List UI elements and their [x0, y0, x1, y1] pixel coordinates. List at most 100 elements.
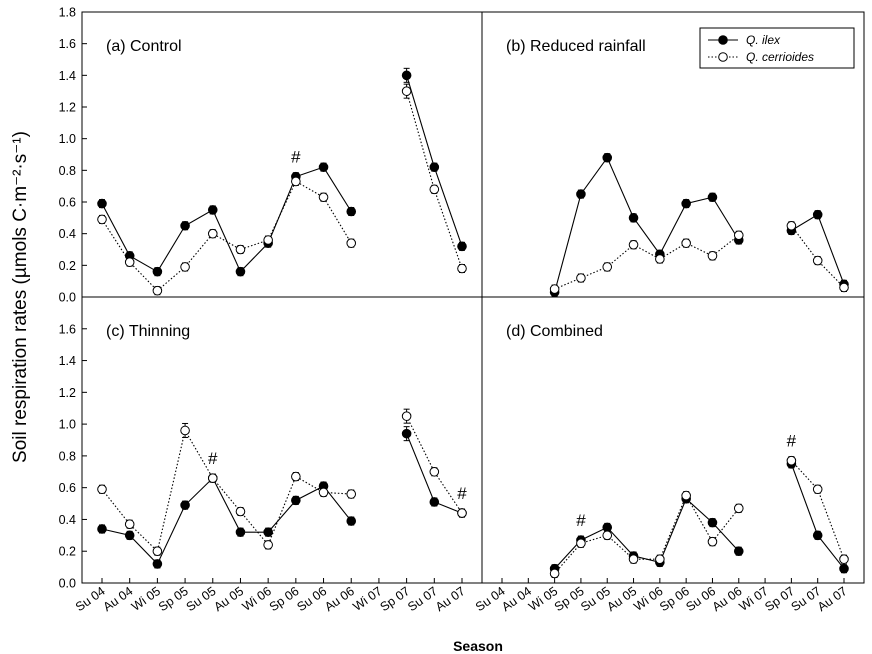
point-cerrioides — [787, 456, 796, 465]
x-tick-label: Sp 06 — [657, 584, 692, 614]
point-cerrioides — [550, 285, 559, 294]
x-tick-label: Au 06 — [322, 584, 357, 614]
y-tick-label: 1.8 — [59, 6, 76, 20]
x-tick-label: Su 04 — [73, 584, 108, 614]
point-cerrioides — [577, 274, 586, 283]
point-cerrioides — [402, 87, 411, 96]
point-cerrioides — [347, 239, 356, 248]
y-tick-label: 0.0 — [59, 577, 76, 591]
series-line-ilex — [102, 167, 351, 271]
x-tick-label: Au 05 — [604, 584, 639, 614]
point-cerrioides — [181, 263, 190, 272]
y-tick-label: 0.4 — [59, 513, 76, 527]
point-cerrioides — [125, 258, 134, 267]
point-cerrioides — [153, 286, 162, 295]
point-cerrioides — [458, 264, 467, 273]
y-tick-label: 1.2 — [59, 386, 76, 400]
x-tick-label: Au 07 — [433, 584, 468, 614]
point-ilex — [153, 560, 162, 569]
panel-label: (d) Combined — [506, 323, 603, 340]
point-cerrioides — [840, 555, 849, 564]
point-ilex — [458, 242, 467, 251]
y-tick-label: 1.4 — [59, 69, 76, 83]
point-ilex — [734, 547, 743, 556]
point-cerrioides — [181, 426, 190, 435]
x-tick-label: Wi 07 — [350, 584, 384, 614]
panel-0: (a) Control # — [98, 38, 467, 295]
point-cerrioides — [734, 231, 743, 240]
point-ilex — [708, 518, 717, 527]
point-ilex — [153, 267, 162, 276]
point-cerrioides — [98, 485, 107, 494]
point-ilex — [264, 528, 273, 537]
y-tick-label: 1.6 — [59, 322, 76, 336]
point-ilex — [236, 267, 245, 276]
point-ilex — [125, 531, 134, 540]
x-tick-label: Su 06 — [683, 584, 718, 614]
x-tick-label: Su 05 — [184, 584, 219, 614]
point-ilex — [98, 525, 107, 534]
panel-3: (d) Combined # # — [506, 323, 848, 578]
point-cerrioides — [629, 240, 638, 249]
panel-label: (b) Reduced rainfall — [506, 38, 646, 55]
y-tick-label: 0.2 — [59, 545, 76, 559]
x-tick-label: Sp 06 — [267, 584, 302, 614]
plot-area: 0.0 0.2 0.4 0.6 0.8 1.0 1.2 1.4 1.6 1.8 0.0 0.2 0.4 0… — [59, 6, 864, 615]
x-tick-label: Su 04 — [473, 584, 508, 614]
y-tick-label: 0.6 — [59, 481, 76, 495]
point-cerrioides — [734, 504, 743, 513]
point-cerrioides — [577, 539, 586, 548]
point-ilex — [577, 190, 586, 199]
significance-marker: # — [208, 449, 218, 468]
x-tick-label: Wi 05 — [129, 584, 163, 614]
series-line-cerrioides — [407, 91, 462, 268]
point-ilex — [629, 214, 638, 223]
significance-marker: # — [457, 484, 467, 503]
series-line-cerrioides — [791, 461, 844, 560]
point-cerrioides — [682, 239, 691, 248]
x-tick-label: Sp 07 — [378, 584, 413, 614]
significance-marker: # — [576, 511, 586, 530]
legend-marker — [719, 53, 728, 62]
y-axis-title: Soil respiration rates (µmols C·m⁻²·s⁻¹) — [10, 131, 31, 463]
point-cerrioides — [603, 531, 612, 540]
point-cerrioides — [125, 520, 134, 529]
point-cerrioides — [236, 245, 245, 254]
point-cerrioides — [813, 485, 822, 494]
series-line-ilex — [791, 464, 844, 569]
significance-marker: # — [291, 148, 301, 167]
point-cerrioides — [787, 221, 796, 230]
panel-label: (c) Thinning — [106, 323, 190, 340]
point-ilex — [181, 221, 190, 230]
point-ilex — [402, 71, 411, 80]
y-tick-label: 1.0 — [59, 132, 76, 146]
point-cerrioides — [208, 229, 217, 238]
y-tick-label: 1.2 — [59, 101, 76, 115]
x-tick-label: Sp 07 — [762, 584, 797, 614]
point-cerrioides — [236, 507, 245, 516]
point-cerrioides — [430, 467, 439, 476]
point-cerrioides — [603, 263, 612, 272]
x-tick-label: Su 06 — [294, 584, 329, 614]
point-ilex — [603, 153, 612, 162]
point-cerrioides — [629, 555, 638, 564]
y-tick-label: 0.2 — [59, 259, 76, 273]
x-tick-label: Su 07 — [405, 584, 440, 614]
y-tick-label: 0.6 — [59, 196, 76, 210]
x-tick-label: Au 04 — [499, 584, 534, 614]
panel-label: (a) Control — [106, 38, 182, 55]
point-cerrioides — [458, 509, 467, 518]
point-ilex — [813, 531, 822, 540]
legend-marker — [719, 36, 728, 45]
panel-2: (c) Thinning # # — [98, 323, 468, 568]
point-cerrioides — [840, 283, 849, 292]
point-cerrioides — [708, 537, 717, 546]
point-cerrioides — [708, 252, 717, 261]
point-cerrioides — [208, 474, 217, 483]
point-ilex — [208, 206, 217, 215]
point-ilex — [402, 429, 411, 438]
series-line-ilex — [555, 499, 739, 569]
series-line-ilex — [407, 75, 462, 246]
point-cerrioides — [550, 569, 559, 578]
x-tick-label: Wi 07 — [737, 584, 771, 614]
